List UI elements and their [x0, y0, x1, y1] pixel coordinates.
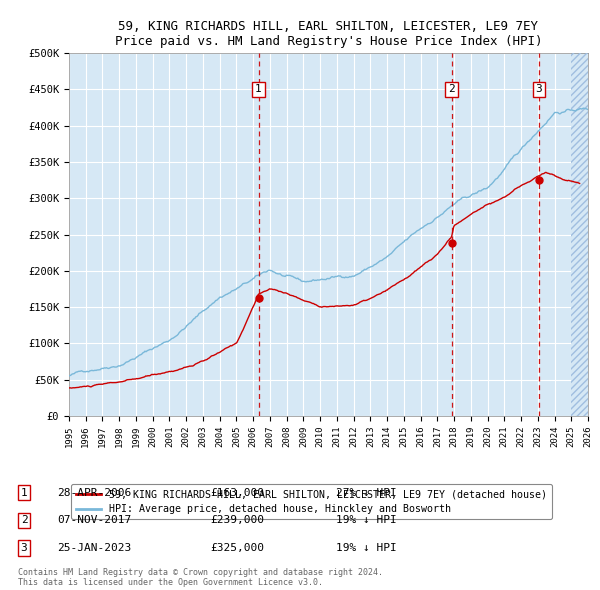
Legend: 59, KING RICHARDS HILL, EARL SHILTON, LEICESTER, LE9 7EY (detached house), HPI: : 59, KING RICHARDS HILL, EARL SHILTON, LE…: [71, 484, 553, 519]
Text: 2: 2: [448, 84, 455, 94]
Bar: [571, 53, 588, 416]
Bar: [571, 53, 588, 416]
Text: 27% ↓ HPI: 27% ↓ HPI: [336, 488, 397, 497]
Text: Contains HM Land Registry data © Crown copyright and database right 2024.
This d: Contains HM Land Registry data © Crown c…: [18, 568, 383, 587]
Text: £163,000: £163,000: [210, 488, 264, 497]
Text: £325,000: £325,000: [210, 543, 264, 553]
Text: 1: 1: [255, 84, 262, 94]
Text: 07-NOV-2017: 07-NOV-2017: [57, 516, 131, 525]
Text: 28-APR-2006: 28-APR-2006: [57, 488, 131, 497]
Text: 25-JAN-2023: 25-JAN-2023: [57, 543, 131, 553]
Text: 3: 3: [536, 84, 542, 94]
Title: 59, KING RICHARDS HILL, EARL SHILTON, LEICESTER, LE9 7EY
Price paid vs. HM Land : 59, KING RICHARDS HILL, EARL SHILTON, LE…: [115, 20, 542, 48]
Text: 3: 3: [20, 543, 28, 553]
Text: 1: 1: [20, 488, 28, 497]
Text: 19% ↓ HPI: 19% ↓ HPI: [336, 543, 397, 553]
Text: 2: 2: [20, 516, 28, 525]
Text: £239,000: £239,000: [210, 516, 264, 525]
Text: 19% ↓ HPI: 19% ↓ HPI: [336, 516, 397, 525]
